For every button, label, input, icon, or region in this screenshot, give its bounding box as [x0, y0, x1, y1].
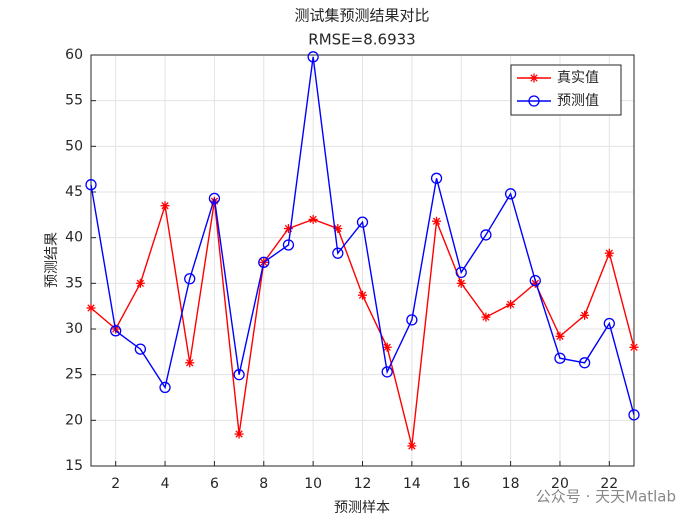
marker-stroke: [630, 343, 638, 351]
x-tick-label: 10: [304, 476, 322, 492]
y-tick-label: 30: [65, 321, 83, 337]
marker-stroke: [605, 249, 613, 257]
marker-stroke: [383, 343, 391, 351]
marker-stroke: [358, 291, 367, 299]
marker: [432, 216, 442, 226]
marker-stroke: [161, 202, 169, 210]
marker: [110, 325, 122, 337]
marker-stroke: [136, 279, 145, 287]
marker: [358, 290, 367, 300]
marker: [86, 303, 96, 313]
marker-stroke: [309, 215, 317, 224]
marker: [629, 342, 639, 352]
x-axis-label: 预测样本: [334, 500, 390, 516]
marker: [506, 299, 516, 309]
marker: [407, 441, 417, 451]
marker: [603, 317, 615, 330]
marker: [160, 201, 170, 211]
y-tick-label: 35: [65, 275, 83, 291]
legend-label: 真实值: [557, 70, 599, 86]
marker: [504, 188, 517, 200]
marker: [455, 266, 467, 279]
watermark: 公众号 · 天天Matlab: [536, 488, 676, 506]
marker: [159, 381, 171, 394]
x-tick-label: 22: [600, 476, 618, 492]
chart-subtitle: RMSE=8.6933: [308, 31, 415, 49]
marker: [480, 229, 492, 241]
marker: [356, 216, 369, 228]
marker-stroke: [482, 313, 490, 321]
marker: [308, 214, 318, 224]
marker: [282, 239, 295, 251]
legend-label: 预测值: [557, 93, 599, 109]
marker-stroke: [556, 332, 564, 340]
marker-stroke: [235, 430, 243, 438]
x-tick-label: 4: [161, 476, 170, 492]
marker: [85, 179, 97, 191]
marker: [456, 278, 466, 288]
marker-stroke: [87, 304, 95, 312]
marker: [382, 342, 392, 352]
x-tick-label: 2: [111, 476, 120, 492]
marker: [332, 247, 344, 259]
marker: [555, 331, 565, 341]
marker: [406, 314, 418, 326]
marker: [234, 429, 244, 439]
x-tick-label: 8: [259, 476, 268, 492]
marker-stroke: [580, 311, 589, 319]
marker: [307, 51, 319, 63]
marker: [554, 352, 566, 364]
marker-stroke: [457, 279, 465, 287]
y-tick-label: 50: [65, 138, 83, 154]
marker: [134, 343, 147, 355]
marker: [135, 278, 145, 288]
y-tick-label: 15: [65, 458, 83, 474]
marker: [208, 192, 221, 205]
marker: [381, 366, 393, 378]
y-tick-label: 25: [65, 367, 83, 383]
y-tick-label: 20: [65, 412, 83, 428]
marker-stroke: [408, 442, 416, 450]
y-tick-label: 45: [65, 184, 83, 200]
marker: [258, 256, 270, 268]
marker: [184, 273, 196, 285]
marker: [528, 95, 540, 107]
y-tick-label: 60: [65, 47, 83, 63]
x-tick-label: 6: [210, 476, 219, 492]
x-tick-label: 12: [354, 476, 372, 492]
marker: [481, 312, 491, 322]
x-tick-label: 14: [403, 476, 421, 492]
marker: [529, 274, 541, 287]
y-axis-label: 预测结果: [44, 232, 60, 288]
chart-title: 测试集预测结果对比: [294, 7, 429, 25]
marker: [578, 357, 591, 369]
x-tick-label: 16: [452, 476, 470, 492]
marker-stroke: [530, 74, 538, 82]
y-tick-label: 40: [65, 230, 83, 246]
marker-stroke: [506, 300, 515, 308]
plot-frame: [90, 54, 635, 467]
x-tick-label: 20: [551, 476, 569, 492]
x-tick-label: 18: [502, 476, 520, 492]
marker: [580, 310, 590, 320]
series-line: [90, 56, 635, 416]
marker-stroke: [432, 217, 441, 225]
marker: [185, 358, 195, 368]
y-tick-label: 55: [65, 93, 83, 109]
marker-stroke: [186, 359, 194, 367]
marker: [529, 73, 539, 83]
legend-box: [510, 64, 622, 116]
marker: [233, 369, 245, 381]
marker: [604, 248, 614, 258]
marker: [628, 409, 640, 421]
marker: [430, 172, 443, 184]
